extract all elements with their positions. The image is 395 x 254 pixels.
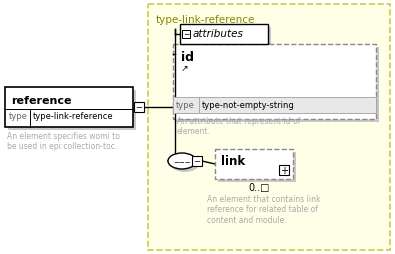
Text: 0..□: 0..□: [248, 182, 269, 192]
Bar: [279, 165, 289, 175]
Bar: [5, 88, 133, 128]
Bar: [176, 48, 379, 122]
Bar: [182, 31, 190, 39]
Text: type-link-reference: type-link-reference: [156, 15, 256, 25]
Ellipse shape: [168, 153, 196, 169]
Bar: [173, 45, 376, 120]
Bar: [173, 98, 376, 114]
Bar: [183, 28, 271, 48]
Text: id: id: [181, 51, 194, 64]
Text: reference: reference: [11, 96, 71, 106]
Bar: [218, 152, 296, 182]
Bar: [215, 149, 293, 179]
Text: −−−: −−−: [173, 159, 191, 165]
Ellipse shape: [171, 156, 199, 172]
Bar: [180, 25, 268, 45]
Bar: [148, 5, 390, 250]
Text: −: −: [194, 157, 201, 166]
Bar: [8, 91, 136, 131]
Text: type: type: [9, 112, 28, 121]
Text: +: +: [280, 165, 288, 175]
Text: An attribute that represent id of
element.: An attribute that represent id of elemen…: [177, 117, 300, 136]
Text: type-not-empty-string: type-not-empty-string: [202, 101, 295, 109]
Text: −: −: [183, 30, 189, 39]
Text: ↗: ↗: [181, 64, 188, 73]
Text: link: link: [221, 154, 245, 167]
Text: An element that contains link
reference for related table of
content and module.: An element that contains link reference …: [207, 194, 320, 224]
Text: attributes: attributes: [193, 29, 244, 39]
Bar: [134, 103, 144, 113]
Bar: [192, 156, 202, 166]
Text: type: type: [176, 101, 195, 109]
Text: type-link-reference: type-link-reference: [33, 112, 114, 121]
Text: An element specifies womi to
be used in epi:collection-toc.: An element specifies womi to be used in …: [7, 132, 120, 151]
Text: −: −: [135, 103, 143, 112]
